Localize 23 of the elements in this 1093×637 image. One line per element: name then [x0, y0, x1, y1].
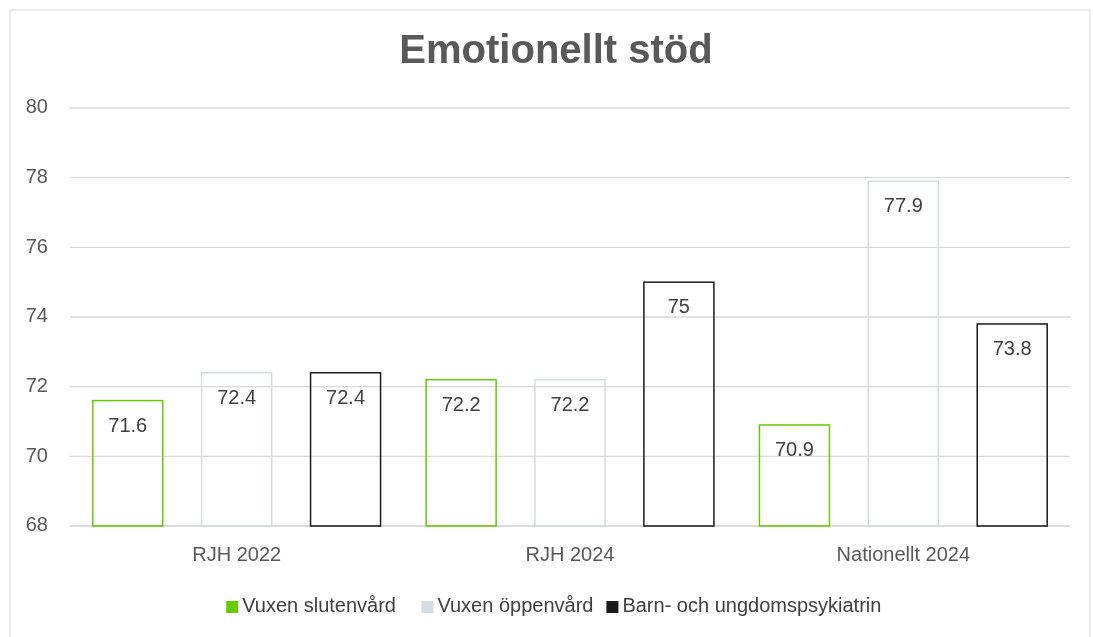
y-tick-label: 78: [25, 164, 48, 187]
x-tick-label: RJH 2022: [192, 543, 282, 566]
y-tick-label: 74: [25, 304, 48, 327]
data-label: 72.4: [326, 386, 366, 409]
legend-label: Vuxen slutenvård: [242, 594, 397, 617]
legend-label: Vuxen öppenvård: [437, 594, 594, 617]
x-tick-label: Nationellt 2024: [836, 543, 971, 566]
y-tick-label: 68: [25, 513, 48, 536]
legend-label: Barn- och ungdomspsykiatrin: [622, 594, 882, 617]
data-label: 71.6: [108, 413, 148, 436]
data-label: 77.9: [883, 194, 923, 217]
y-tick-label: 70: [25, 443, 48, 466]
y-tick-label: 80: [25, 95, 48, 118]
data-label: 75: [667, 295, 691, 318]
data-label: 72.4: [217, 386, 257, 409]
data-label: 73.8: [992, 337, 1032, 360]
chart-title: Emotionellt stöd: [399, 26, 713, 71]
data-label: 72.2: [441, 392, 481, 415]
x-tick-label: RJH 2024: [525, 543, 615, 566]
data-label: 72.2: [550, 392, 590, 415]
data-label: 70.9: [774, 438, 814, 461]
y-tick-label: 72: [25, 373, 48, 396]
y-tick-label: 76: [25, 234, 48, 257]
